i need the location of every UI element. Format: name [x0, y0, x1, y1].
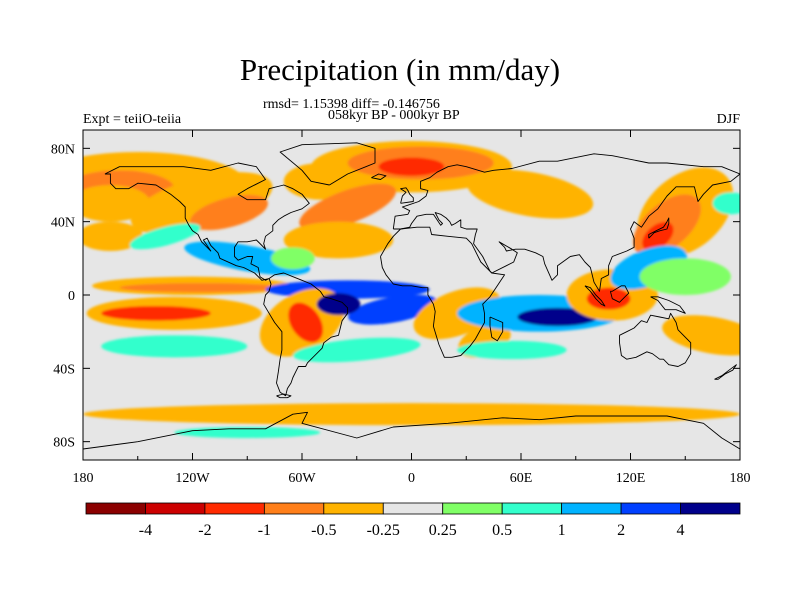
- x-tick-label-1: 120W: [175, 471, 210, 486]
- coastline-1: [263, 272, 349, 397]
- anomaly-region-2: [130, 172, 273, 235]
- coastlines: [83, 142, 740, 450]
- colorbar-box-4: [323, 502, 384, 515]
- anomaly-region-22: [101, 335, 248, 358]
- coastline-8: [584, 285, 606, 307]
- y-tick-label-1: 40N: [51, 216, 75, 231]
- anomaly-region-27: [316, 293, 361, 316]
- colorbar-box-6: [442, 502, 503, 515]
- colorbar-box-1: [145, 502, 206, 515]
- anomaly-region-37: [639, 258, 731, 295]
- chart-title: Precipitation (in mm/day): [239, 52, 561, 87]
- colorbar-box-5: [382, 502, 444, 515]
- anomaly-region-39: [83, 185, 151, 222]
- anomaly-region-8: [299, 183, 396, 231]
- coastline-9: [609, 285, 630, 303]
- colorbar-label-4: -0.25: [367, 522, 400, 539]
- coastline-10: [650, 296, 686, 314]
- colorbar-label-5: 0.25: [429, 522, 457, 539]
- anomaly-region-28: [293, 337, 421, 363]
- anomaly-region-17: [270, 247, 315, 270]
- anomaly-region-21: [348, 294, 439, 325]
- season-label: DJF: [716, 112, 740, 127]
- coastline-7: [648, 217, 670, 239]
- x-tick-label-6: 180: [730, 471, 751, 486]
- chart-subtitle: 058kyr BP - 000kyr BP: [328, 108, 460, 123]
- axes: 180 120W 60W 0 60E 120E 180 80N 40N 0 40S 80S: [51, 130, 751, 486]
- colorbar-label-0: -4: [139, 522, 152, 539]
- anomaly-region-9: [467, 169, 594, 219]
- colorbar-label-1: -2: [198, 522, 211, 539]
- anomaly-region-38: [662, 315, 740, 356]
- colorbar-label-2: -1: [258, 522, 271, 539]
- coastline-4: [619, 312, 692, 367]
- y-tick-label-3: 40S: [53, 362, 75, 377]
- anomaly-region-3: [190, 194, 268, 231]
- map-area: [83, 130, 740, 460]
- anomaly-region-41: [83, 403, 740, 426]
- coastline-15: [83, 411, 740, 450]
- coastline-12: [276, 393, 292, 399]
- coastline-14: [714, 364, 737, 380]
- anomaly-region-19: [119, 283, 284, 293]
- y-tick-label-4: 80S: [53, 436, 75, 451]
- anomaly-region-40: [712, 192, 740, 215]
- anomaly-region-35: [586, 287, 631, 310]
- x-tick-label-2: 60W: [288, 471, 316, 486]
- experiment-label: Expt = teiiO-teiia: [83, 112, 182, 127]
- anomaly-regions: [83, 141, 740, 438]
- coastline-0: [104, 162, 310, 281]
- coastline-2: [380, 226, 506, 358]
- colorbar-label-9: 4: [677, 522, 685, 539]
- x-tick-label-4: 60E: [510, 471, 533, 486]
- rmsd-diff-stats: rmsd= 1.15398 diff= -0.146756: [263, 97, 440, 112]
- colorbar: -4 -2 -1 -0.5 -0.25 0.25 0.5 1 2 4: [85, 502, 741, 539]
- coastline-5: [279, 142, 376, 186]
- colorbar-box-8: [561, 502, 622, 515]
- x-tick-label-0: 180: [73, 471, 94, 486]
- colorbar-box-7: [501, 502, 563, 515]
- anomaly-region-26: [288, 302, 324, 343]
- x-tick-label-3: 0: [408, 471, 415, 486]
- coastline-13: [371, 173, 387, 180]
- y-tick-label-0: 80N: [51, 142, 75, 157]
- colorbar-label-6: 0.5: [492, 522, 512, 539]
- colorbar-box-0: [85, 502, 146, 515]
- anomaly-region-13: [83, 221, 144, 251]
- colorbar-box-2: [204, 502, 265, 515]
- anomaly-region-7: [378, 157, 445, 176]
- anomaly-region-32: [517, 307, 598, 327]
- coastline-3: [392, 153, 740, 292]
- y-tick-label-2: 0: [68, 289, 75, 304]
- colorbar-label-8: 2: [617, 522, 625, 539]
- anomaly-region-24: [101, 306, 211, 321]
- anomaly-region-33: [457, 340, 567, 360]
- colorbar-box-9: [620, 502, 681, 515]
- coastline-11: [489, 316, 504, 342]
- colorbar-box-10: [680, 502, 741, 515]
- anomaly-region-14: [283, 221, 394, 259]
- colorbar-label-7: 1: [558, 522, 566, 539]
- coastline-6: [400, 187, 414, 204]
- colorbar-label-3: -0.5: [311, 522, 336, 539]
- x-tick-label-5: 120E: [616, 471, 646, 486]
- anomaly-region-15: [129, 223, 201, 250]
- colorbar-box-3: [263, 502, 325, 515]
